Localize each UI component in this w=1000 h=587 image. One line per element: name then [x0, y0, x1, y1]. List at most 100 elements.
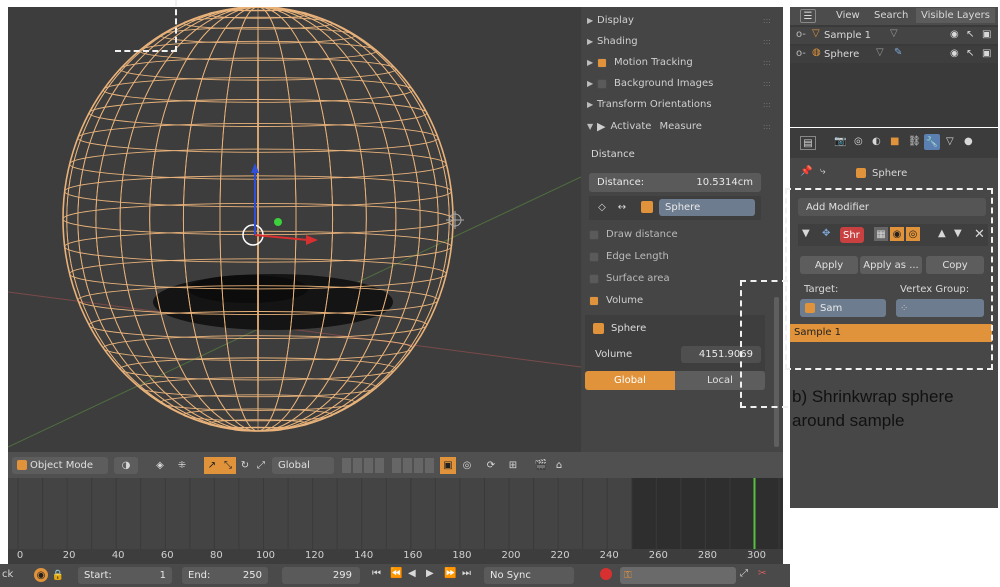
snap-target-icon[interactable]: ⊞ — [508, 460, 518, 471]
render-icon[interactable]: ▣ — [982, 29, 992, 40]
prev-key-icon[interactable]: ⏪ — [390, 568, 403, 579]
next-key-icon[interactable]: ⏩ — [444, 568, 457, 579]
surface-area-checkbox[interactable] — [589, 273, 599, 284]
pivot-icon[interactable]: ◈ — [156, 460, 164, 471]
lock-camera-icon[interactable]: ▣ — [440, 457, 456, 474]
tab-visible-layers[interactable]: Visible Layers — [916, 8, 995, 23]
add-modifier-dropdown[interactable]: Add Modifier — [798, 198, 986, 216]
opengl-render-icon[interactable]: ⌂ — [555, 460, 563, 471]
insert-key-icon[interactable]: ⤢ — [740, 568, 748, 579]
render-tab-icon[interactable]: 📷 — [834, 136, 847, 147]
panel-display[interactable]: ▶ Display::: — [587, 15, 771, 26]
proportional-icon[interactable]: ◎ — [462, 460, 472, 471]
option-volume[interactable]: Volume — [589, 291, 777, 310]
tab-search[interactable]: Search — [874, 10, 909, 21]
swap-icon[interactable]: ↔ — [617, 201, 627, 213]
eye-icon[interactable]: ◉ — [950, 48, 959, 59]
delete-key-icon[interactable]: ✂ — [758, 568, 767, 579]
dropdown-item-sample-1[interactable]: Sample 1 — [790, 324, 992, 342]
3d-viewport[interactable] — [8, 7, 581, 452]
apply-as-button[interactable]: Apply as ... — [860, 256, 922, 274]
sync-dropdown[interactable]: No Sync — [484, 567, 574, 584]
apply-button[interactable]: Apply — [800, 256, 858, 274]
layers-right[interactable] — [392, 458, 436, 473]
viewport-canvas[interactable] — [8, 7, 581, 452]
panel-motion-tracking[interactable]: ▶ Motion Tracking::: — [587, 57, 771, 68]
timeline[interactable] — [8, 478, 976, 549]
tab-view[interactable]: View — [836, 10, 860, 21]
edge-length-checkbox[interactable] — [589, 251, 599, 262]
editmode-icon[interactable]: ▦ — [874, 227, 888, 241]
play-reverse-icon[interactable]: ◀ — [408, 568, 416, 579]
global-button[interactable]: Global — [585, 371, 675, 390]
motion-tracking-checkbox[interactable] — [597, 57, 607, 68]
panel-background-images[interactable]: ▶ Background Images::: — [587, 78, 771, 89]
background-images-checkbox[interactable] — [597, 78, 607, 89]
panel-transform-orientations[interactable]: ▶ Transform Orientations::: — [587, 99, 771, 110]
option-draw-distance[interactable]: Draw distance — [589, 225, 777, 244]
draw-distance-checkbox[interactable] — [589, 229, 599, 240]
volume-checkbox[interactable] — [589, 295, 599, 306]
eye-icon[interactable]: ◉ — [950, 29, 959, 40]
render-toggle-icon[interactable]: ◎ — [906, 227, 920, 241]
keying-set-field[interactable]: ⚿ — [620, 567, 736, 584]
record-icon[interactable] — [600, 568, 612, 580]
play-icon[interactable]: ▶ — [597, 120, 606, 133]
world-tab-icon[interactable]: ◐ — [872, 136, 881, 147]
snap-element-icon[interactable]: ⟳ — [486, 460, 496, 471]
translate-icon[interactable]: ⤡ — [220, 457, 236, 474]
object-tab-icon[interactable]: ■ — [890, 136, 900, 147]
editor-type-icon[interactable]: ▤ — [800, 136, 816, 150]
render-preview-icon[interactable]: 🎬 — [534, 460, 548, 471]
keying-icon[interactable]: ◉ — [34, 568, 48, 582]
panel-shading[interactable]: ▶ Shading::: — [587, 36, 771, 47]
target-field[interactable]: Sam — [800, 299, 886, 317]
panel-measure[interactable]: ▼ ▶ Activate Measure::: — [587, 120, 771, 133]
start-frame-field[interactable]: Start: 1 — [78, 567, 172, 584]
manipulator-icon[interactable]: ↗ — [204, 457, 220, 474]
snap-icon[interactable]: ⁜ — [177, 460, 187, 471]
material-tab-icon[interactable]: ● — [964, 136, 973, 147]
constraints-tab-icon[interactable]: ⛓ — [908, 136, 921, 147]
outliner-row[interactable]: o- ◍ Sphere ▽ ✎ ◉ ↖ ▣ — [790, 46, 998, 63]
vertex-icon[interactable]: ◇ — [598, 201, 606, 213]
move-up-icon[interactable]: ▲ — [938, 228, 946, 239]
frame-ruler[interactable]: 0 20 40 60 80 100 120 140 160 180 200 220 240 260 280 3… — [8, 549, 783, 564]
modifiers-tab-icon[interactable]: 🔧 — [924, 134, 940, 150]
local-button[interactable]: Local — [675, 371, 765, 390]
render-icon[interactable]: ▣ — [982, 48, 992, 59]
current-frame-field[interactable]: 299 — [282, 567, 360, 584]
distance-field[interactable]: Distance: 10.5314cm — [589, 173, 761, 192]
cursor-icon[interactable]: ↖ — [966, 48, 975, 59]
activate-button[interactable]: Activate — [610, 121, 652, 132]
layers-left[interactable] — [342, 458, 386, 473]
close-icon[interactable]: ✕ — [974, 227, 985, 242]
scene-tab-icon[interactable]: ◎ — [854, 136, 863, 147]
copy-button[interactable]: Copy — [926, 256, 984, 274]
jump-start-icon[interactable]: ⏮ — [372, 568, 381, 579]
modifier-name-field[interactable]: Shr — [840, 227, 864, 243]
rotate-icon[interactable]: ↻ — [240, 460, 250, 471]
option-edge-length[interactable]: Edge Length — [589, 247, 777, 266]
orientation-dropdown[interactable]: Global — [272, 457, 334, 474]
end-frame-field[interactable]: End: 250 — [182, 567, 268, 584]
move-down-icon[interactable]: ▼ — [954, 228, 962, 239]
play-icon[interactable]: ▶ — [426, 568, 434, 579]
jump-end-icon[interactable]: ⏭ — [462, 568, 471, 579]
collapse-icon[interactable]: ▼ — [802, 228, 810, 239]
scale-icon[interactable]: ⤢ — [257, 460, 265, 471]
vertex-group-field[interactable]: ⁘ — [896, 299, 984, 317]
lock-icon[interactable]: 🔒 — [51, 569, 65, 581]
pin-icon[interactable]: 📌 — [800, 166, 813, 177]
data-tab-icon[interactable]: ▽ — [946, 136, 954, 147]
cursor-icon[interactable]: ↖ — [966, 29, 975, 40]
timeline-canvas[interactable] — [8, 478, 976, 549]
object-field[interactable]: Sphere — [659, 199, 755, 216]
shading-icon[interactable]: ◑ — [114, 457, 138, 474]
realtime-icon[interactable]: ◉ — [890, 227, 904, 241]
mode-dropdown[interactable]: Object Mode — [12, 457, 108, 474]
outliner-row[interactable]: o- ▽ Sample 1 ▽ ◉ ↖ ▣ — [790, 27, 998, 44]
sidebar-scrollbar[interactable] — [774, 297, 779, 447]
option-surface-area[interactable]: Surface area — [589, 269, 777, 288]
outliner-type-icon[interactable]: ☰ — [800, 9, 816, 23]
